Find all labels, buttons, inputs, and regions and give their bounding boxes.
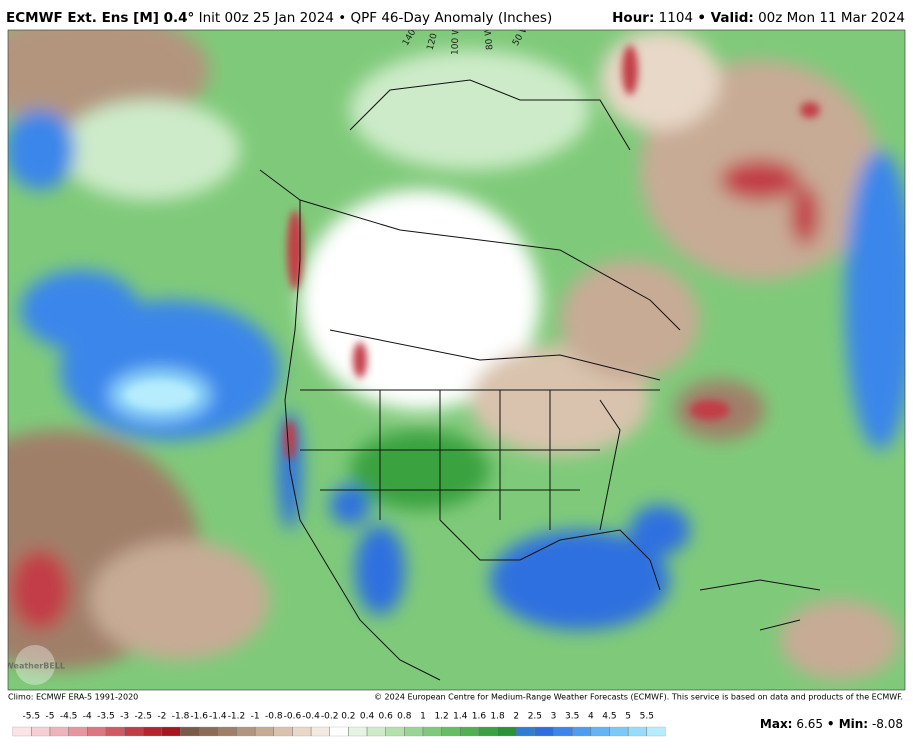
header-left: ECMWF Ext. Ens [M] 0.4° Init 00z 25 Jan … <box>6 10 552 26</box>
colorbar-swatch <box>366 726 386 737</box>
colorbar-swatch <box>292 726 312 737</box>
colorbar-swatch <box>460 726 480 737</box>
colorbar-swatch <box>627 726 647 737</box>
anomaly-peaks <box>125 45 820 460</box>
colorbar-label: -3 <box>120 712 129 722</box>
colorbar: -5.5 -5 -4.5 -4 -3.5 -3 -2.5 -2 -1.8 -1.6 -1.4 -1.2… <box>12 712 666 737</box>
colorbar-label: 1.2 <box>434 712 448 722</box>
colorbar-label: 5 <box>625 712 631 722</box>
climo: Climo: ECMWF ERA-5 1991-2020 <box>8 693 138 702</box>
map-frame <box>7 29 906 691</box>
colorbar-swatch <box>273 726 293 737</box>
colorbar-label: 1.4 <box>453 712 468 722</box>
colorbar-swatch <box>236 726 256 737</box>
colorbar-label: -2 <box>157 712 166 722</box>
colorbar-swatch <box>199 726 218 737</box>
colorbar-label: -1 <box>251 712 260 722</box>
colorbar-swatch <box>478 726 498 737</box>
header-right: Hour: 1104 • Valid: 00z Mon 11 Mar 2024 <box>612 10 905 26</box>
colorbar-swatch <box>516 726 536 737</box>
colorbar-swatch <box>49 726 69 737</box>
colorbar-swatch <box>329 726 349 737</box>
colorbar-swatch <box>31 726 51 737</box>
colorbar-label: -0.6 <box>284 712 302 722</box>
colorbar-label: 2.5 <box>528 712 542 722</box>
anomaly-field <box>8 30 905 680</box>
colorbar-swatch <box>422 726 442 737</box>
colorbar-swatch <box>572 726 591 737</box>
colorbar-swatch <box>553 726 573 737</box>
colorbar-label: -0.8 <box>265 712 283 722</box>
map: 140 W 120 W 100 W 80 W 50 W WeatherBELL <box>5 26 905 690</box>
separator: • <box>338 10 346 26</box>
colorbar-swatch <box>12 726 32 737</box>
colorbar-swatch <box>161 726 181 737</box>
colorbar-swatch <box>87 726 107 737</box>
colorbar-swatch <box>68 726 88 737</box>
colorbar-label: -1.8 <box>172 712 190 722</box>
colorbar-swatch <box>217 726 237 737</box>
max-label: Max: <box>760 717 793 731</box>
colorbar-label: -1.6 <box>190 712 208 722</box>
colorbar-swatch <box>609 726 629 737</box>
colorbar-label: 2 <box>513 712 519 722</box>
colorbar-label: -4 <box>83 712 92 722</box>
colorbar-label: -5 <box>45 712 54 722</box>
colorbar-swatch <box>254 726 274 737</box>
min-value: -8.08 <box>872 717 903 731</box>
colorbar-label: -1.2 <box>228 712 246 722</box>
colorbar-swatch <box>124 726 144 737</box>
colorbar-label: 1 <box>420 712 426 722</box>
colorbar-label: 4 <box>588 712 594 722</box>
colorbar-label: -0.4 <box>302 712 320 722</box>
max-value: 6.65 <box>796 717 823 731</box>
colorbar-swatch <box>441 726 461 737</box>
colorbar-label: -1.4 <box>209 712 227 722</box>
max-min: Max: 6.65 • Min: -8.08 <box>760 717 903 731</box>
hour: 1104 <box>659 10 693 26</box>
colorbar-swatch <box>385 726 405 737</box>
valid-label: • Valid: <box>697 10 753 26</box>
watermark-logo <box>15 645 55 685</box>
colorbar-label: 5.5 <box>640 712 654 722</box>
colorbar-swatch <box>180 726 200 737</box>
colorbar-label: -2.5 <box>134 712 152 722</box>
product: QPF 46-Day Anomaly (Inches) <box>351 10 553 26</box>
colorbar-swatch <box>497 726 517 737</box>
colorbar-label: 3 <box>551 712 557 722</box>
colorbar-swatch <box>105 726 125 737</box>
colorbar-label: 0.6 <box>379 712 394 722</box>
colorbar-label: 0.4 <box>360 712 375 722</box>
colorbar-swatch <box>348 726 368 737</box>
colorbar-label: 3.5 <box>565 712 579 722</box>
colorbar-label: -3.5 <box>97 712 115 722</box>
colorbar-label: 0.8 <box>397 712 412 722</box>
boundaries <box>259 79 821 681</box>
colorbar-swatch <box>310 726 330 737</box>
colorbar-swatch <box>534 726 554 737</box>
colorbar-label: 1.8 <box>490 712 505 722</box>
colorbar-label: -4.5 <box>60 712 78 722</box>
watermark: WeatherBELL <box>5 662 65 671</box>
hour-label: Hour: <box>612 10 654 26</box>
colorbar-swatch <box>646 726 666 737</box>
min-label: • Min: <box>827 717 868 731</box>
longitude-label: 100 W <box>451 26 462 55</box>
model: ECMWF Ext. Ens [M] 0.4° <box>6 10 194 26</box>
colorbar-label: 0.2 <box>341 712 355 722</box>
colorbar-label: -0.2 <box>321 712 339 722</box>
colorbar-swatch <box>143 726 163 737</box>
init: Init 00z 25 Jan 2024 <box>199 10 334 26</box>
colorbar-swatch <box>590 726 610 737</box>
colorbar-label: -5.5 <box>23 712 41 722</box>
copyright: © 2024 European Centre for Medium-Range … <box>374 693 903 702</box>
valid: 00z Mon 11 Mar 2024 <box>758 10 905 26</box>
colorbar-label: 1.6 <box>472 712 487 722</box>
longitude-label: 80 W <box>483 26 495 50</box>
colorbar-label: 4.5 <box>602 712 616 722</box>
colorbar-swatch <box>404 726 424 737</box>
